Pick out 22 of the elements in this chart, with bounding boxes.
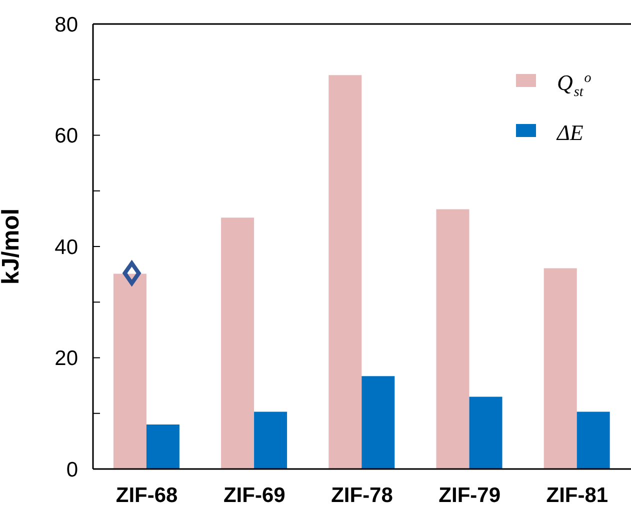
bar bbox=[146, 424, 180, 469]
bar bbox=[576, 412, 610, 469]
legend-label: ΔE bbox=[556, 120, 584, 145]
bar bbox=[544, 268, 577, 469]
bar bbox=[469, 396, 502, 469]
y-tick-label: 20 bbox=[54, 347, 78, 370]
x-tick-label: ZIF-78 bbox=[331, 484, 394, 507]
bar bbox=[254, 412, 288, 469]
x-tick-label: ZIF-69 bbox=[223, 484, 286, 507]
bar bbox=[436, 209, 470, 469]
y-tick-label: 80 bbox=[54, 13, 78, 36]
x-tick-label: ZIF-79 bbox=[438, 484, 501, 507]
y-axis-title: kJ/mol bbox=[0, 208, 25, 285]
bar bbox=[362, 376, 395, 469]
x-tick-label: ZIF-68 bbox=[116, 484, 178, 507]
y-tick-label: 0 bbox=[66, 458, 78, 482]
y-tick-label: 40 bbox=[54, 236, 78, 259]
x-tick-label: ZIF-81 bbox=[546, 484, 608, 507]
bar bbox=[113, 274, 146, 469]
y-tick-label: 60 bbox=[54, 124, 78, 148]
bar bbox=[221, 218, 254, 469]
bar bbox=[328, 75, 362, 469]
